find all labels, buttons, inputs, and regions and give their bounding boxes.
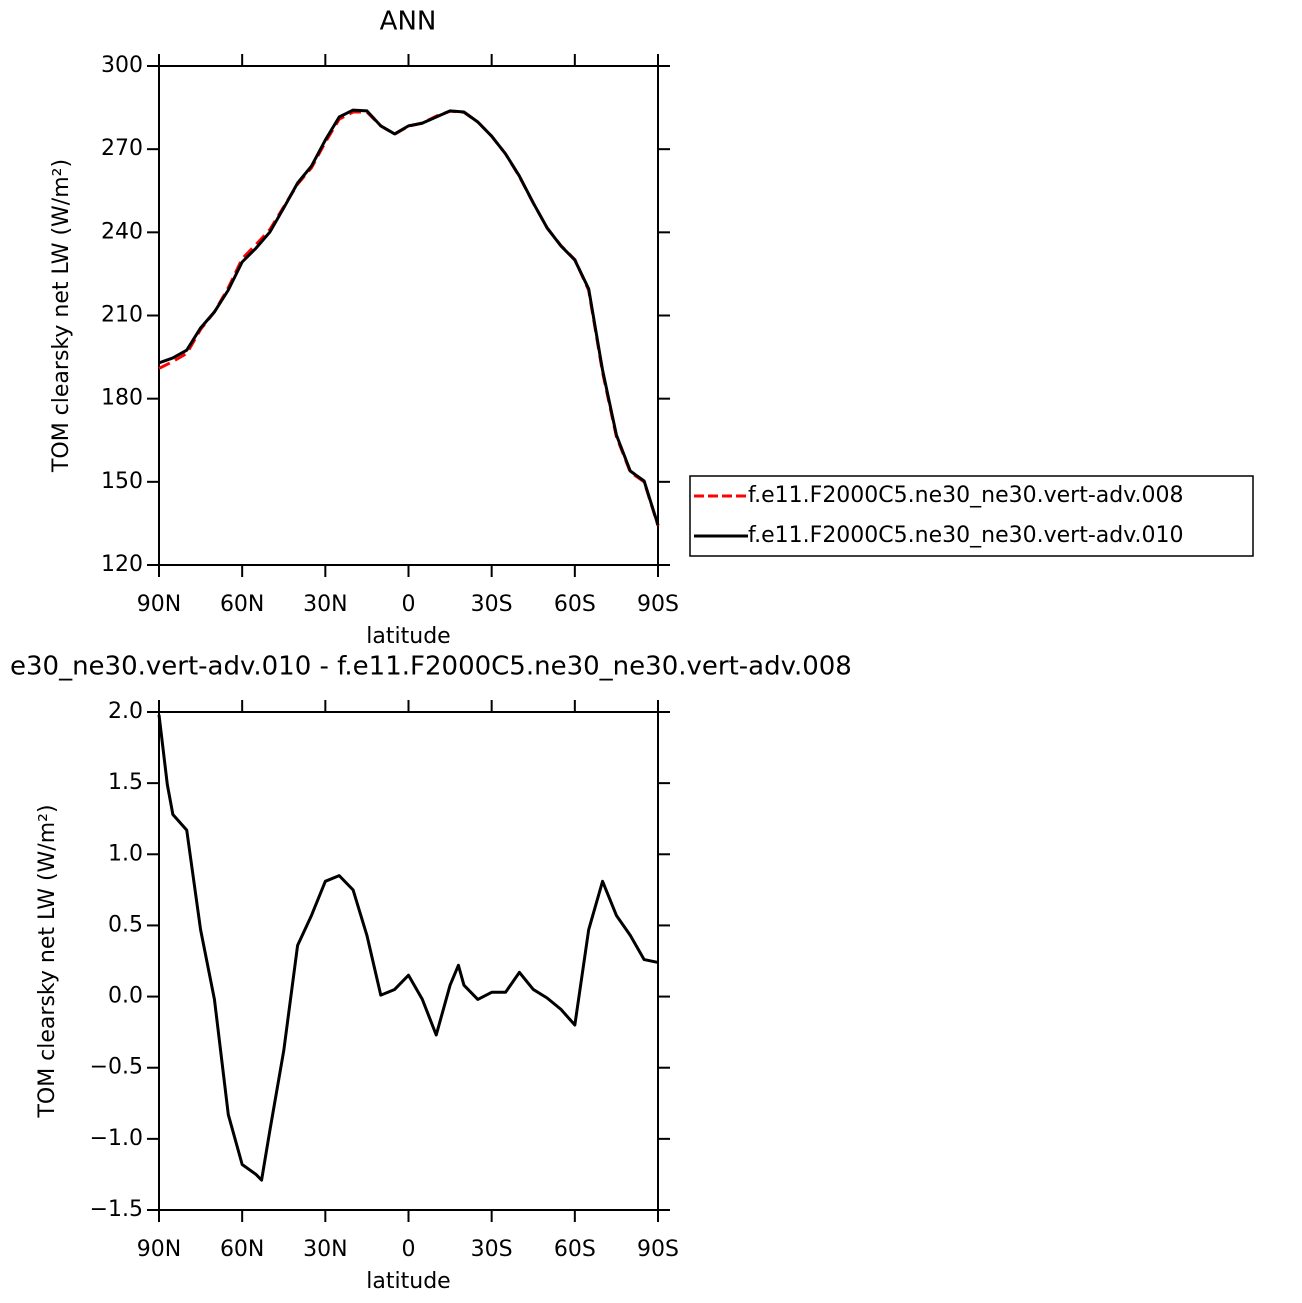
x-tick-label: 60S (554, 1237, 596, 1262)
y-tick-label: 120 (101, 552, 143, 577)
x-tick-label: 90N (137, 1237, 181, 1262)
x-tick-label: 90S (637, 592, 679, 617)
y-tick-label: 1.5 (108, 770, 143, 795)
x-tick-label: 60N (220, 592, 264, 617)
y-tick-label: 0.5 (108, 912, 143, 937)
x-tick-label: 60N (220, 1237, 264, 1262)
x-tick-label: 60S (554, 592, 596, 617)
data-line (158, 108, 660, 526)
y-tick-label: −1.5 (90, 1197, 143, 1222)
data-line (157, 714, 659, 1182)
y-tick-label: 150 (101, 469, 143, 494)
y-axis-label: TOM clearsky net LW (W/m²) (49, 159, 74, 473)
y-tick-label: 0.0 (108, 984, 143, 1009)
legend-label: f.e11.F2000C5.ne30_ne30.vert-adv.008 (748, 483, 1184, 508)
data-line (158, 109, 660, 527)
x-tick-label: 90N (137, 592, 181, 617)
y-tick-label: −1.0 (90, 1126, 143, 1151)
x-tick-label: 0 (402, 592, 416, 617)
x-axis-label: latitude (366, 624, 450, 649)
x-tick-label: 30N (303, 592, 347, 617)
x-tick-label: 90S (637, 1237, 679, 1262)
y-tick-label: −0.5 (90, 1055, 143, 1080)
y-tick-label: 2.0 (108, 699, 143, 724)
y-tick-label: 300 (101, 53, 143, 78)
y-tick-label: 240 (101, 219, 143, 244)
plot-frame (158, 65, 659, 566)
x-tick-label: 30S (471, 592, 513, 617)
y-tick-label: 180 (101, 386, 143, 411)
x-tick-label: 0 (402, 1237, 416, 1262)
chart-title: e30_ne30.vert-adv.010 - f.e11.F2000C5.ne… (10, 652, 852, 682)
chart-title: ANN (380, 7, 437, 37)
x-axis-label: latitude (366, 1269, 450, 1294)
y-tick-label: 210 (101, 303, 143, 328)
y-axis-label: TOM clearsky net LW (W/m²) (35, 804, 60, 1118)
y-tick-label: 1.0 (108, 841, 143, 866)
x-tick-label: 30S (471, 1237, 513, 1262)
legend-box (689, 475, 1254, 557)
y-tick-label: 270 (101, 136, 143, 161)
x-tick-label: 30N (303, 1237, 347, 1262)
legend-label: f.e11.F2000C5.ne30_ne30.vert-adv.010 (748, 523, 1184, 548)
